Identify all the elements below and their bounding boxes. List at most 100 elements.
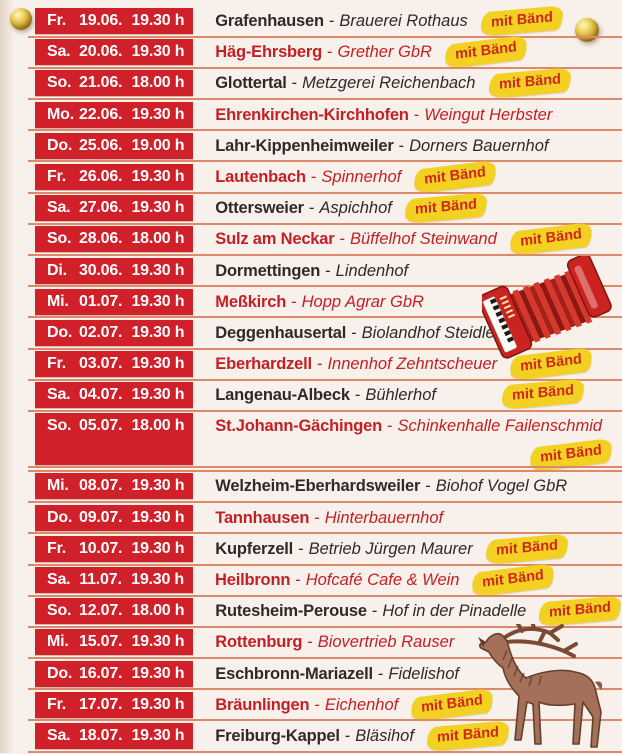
event-time: 19.30 h — [131, 664, 185, 682]
pin-icon — [10, 8, 32, 30]
event-day: So. — [47, 230, 72, 248]
band-badge: mit Bänd — [485, 533, 568, 564]
event-venue: Dorners Bauernhof — [409, 136, 549, 155]
event-date-box: Sa. 04.07. 19.30 h — [35, 382, 194, 409]
event-date-box: Fr. 19.06. 19.30 h — [35, 8, 194, 34]
event-row: Fr. 03.07. 19.30 h Eberhardzell - Innenhof Ze… — [28, 347, 622, 382]
event-date: 08.07. — [79, 477, 123, 495]
event-date: 10.07. — [79, 539, 123, 557]
band-badge: mit Bänd — [444, 35, 528, 69]
event-dash: - — [344, 726, 351, 745]
event-dash: - — [308, 199, 315, 218]
event-dash: - — [327, 43, 333, 62]
event-time: 19.30 h — [131, 167, 185, 185]
event-location: Bräunlingen — [215, 695, 310, 714]
event-day: Mi. — [47, 633, 69, 651]
event-dash: - — [339, 230, 345, 249]
event-date-box: Do. 02.07. 19.30 h — [35, 319, 194, 346]
event-info: Häg-Ehrsberg - Grether GbR mit Bänd — [215, 35, 622, 69]
event-dash: - — [291, 292, 297, 311]
event-day: Do. — [47, 664, 73, 682]
event-date-box: Sa. 27.06. 19.30 h — [35, 195, 194, 222]
event-row: So. 05.07. 18.00 h St.Johann-Gächingen - Schi… — [28, 413, 622, 473]
event-time: 19.30 h — [131, 12, 185, 29]
band-badge: mit Bänd — [539, 595, 622, 627]
event-time: 19.30 h — [131, 633, 185, 651]
event-location: Meßkirch — [215, 292, 287, 311]
event-date: 11.07. — [79, 571, 122, 588]
event-date: 18.07. — [79, 726, 123, 744]
event-location: Grafenhausen — [215, 12, 324, 30]
event-date: 20.06. — [79, 43, 123, 61]
event-day: Di. — [47, 261, 67, 279]
event-dash: - — [298, 539, 304, 558]
event-venue: Hofcafé Cafe & Wein — [305, 571, 460, 589]
event-info: Ottersweier - Aspichhof mit Bänd — [215, 192, 622, 224]
event-venue: Biolandhof Steidle — [361, 323, 495, 342]
event-info: Glottertal - Metzgerei Reichenbach mit Bänd — [215, 67, 622, 99]
band-badge: mit Bänd — [509, 222, 593, 256]
event-date: 27.06. — [79, 199, 123, 217]
event-date-box: Fr. 26.06. 19.30 h — [35, 163, 194, 190]
event-info: Heilbronn - Hofcafé Cafe & Wein mit Bänd — [215, 563, 622, 597]
event-row: Fr. 26.06. 19.30 h Lautenbach - Spinnerhof mit… — [28, 159, 622, 195]
event-day: Fr. — [47, 12, 66, 29]
event-time: 19.30 h — [131, 323, 185, 341]
event-day: Sa. — [47, 43, 71, 61]
event-row: Mo. 22.06. 19.30 h Ehrenkirchen-Kirchhofen -… — [28, 101, 622, 133]
event-location: Langenau-Albeck — [215, 386, 350, 405]
event-venue: Brauerei Rothaus — [339, 12, 468, 30]
event-location: Deggenhausertal — [215, 323, 347, 342]
event-location: Eberhardzell — [215, 355, 312, 374]
event-day: So. — [47, 74, 72, 92]
event-dash: - — [371, 602, 378, 621]
event-date-box: So. 28.06. 18.00 h — [35, 226, 194, 253]
event-date-box: Sa. 18.07. 19.30 h — [35, 722, 194, 749]
event-location: Welzheim-Eberhardsweiler — [215, 477, 421, 496]
event-date: 30.06. — [79, 261, 123, 279]
event-day: Mi. — [47, 477, 69, 495]
event-info: Eschbronn-Mariazell - Fidelishof — [215, 661, 622, 687]
event-venue: Hinterbauernhof — [324, 508, 444, 527]
event-date-box: Fr. 10.07. 19.30 h — [35, 535, 194, 562]
event-row: Sa. 11.07. 19.30 h Heilbronn - Hofcafé Cafe &… — [28, 563, 622, 598]
event-venue: Hopp Agrar GbR — [301, 292, 424, 311]
event-venue: Grether GbR — [337, 43, 432, 62]
event-day: Do. — [47, 323, 73, 341]
event-row: Sa. 20.06. 19.30 h Häg-Ehrsberg - Grether GbR… — [28, 35, 622, 70]
event-row: Mi. 01.07. 19.30 h Meßkirch - Hopp Agrar GbR — [28, 288, 622, 320]
event-time: 19.00 h — [131, 136, 185, 154]
event-dash: - — [295, 571, 301, 589]
event-date-box: So. 05.07. 18.00 h — [35, 413, 194, 466]
event-day: So. — [47, 602, 72, 620]
event-dash: - — [314, 508, 320, 527]
event-date: 28.06. — [79, 230, 123, 248]
event-date-box: Sa. 11.07. 19.30 h — [35, 567, 193, 593]
event-dash: - — [310, 167, 317, 186]
event-location: St.Johann-Gächingen — [215, 417, 383, 436]
band-badge: mit Bänd — [413, 159, 497, 194]
event-date-box: Fr. 17.07. 19.30 h — [35, 691, 194, 718]
event-info: Ehrenkirchen-Kirchhofen - Weingut Herbster — [215, 102, 622, 128]
event-venue: Aspichhof — [319, 199, 392, 218]
event-day: Mo. — [47, 105, 74, 123]
event-day: Fr. — [47, 695, 66, 713]
event-location: Glottertal — [215, 74, 287, 93]
event-day: Sa. — [47, 726, 71, 744]
event-dash: - — [377, 664, 384, 683]
event-date: 17.07. — [79, 695, 123, 713]
event-dash: - — [307, 633, 313, 652]
event-info: Tannhausen - Hinterbauernhof — [215, 505, 622, 531]
event-dash: - — [314, 695, 320, 714]
event-date: 15.07. — [79, 633, 123, 651]
event-location: Ottersweier — [215, 199, 304, 218]
event-date-box: Mi. 08.07. 19.30 h — [35, 473, 194, 500]
event-venue: Hof in der Pinadelle — [382, 602, 527, 621]
event-location: Ehrenkirchen-Kirchhofen — [215, 105, 409, 124]
event-date-box: Fr. 03.07. 19.30 h — [35, 351, 194, 378]
event-info: Deggenhausertal - Biolandhof Steidle — [215, 320, 622, 346]
event-venue: Biovertrieb Rauser — [317, 633, 455, 652]
event-info: Rottenburg - Biovertrieb Rauser — [215, 629, 622, 655]
event-time: 19.30 h — [131, 199, 185, 217]
